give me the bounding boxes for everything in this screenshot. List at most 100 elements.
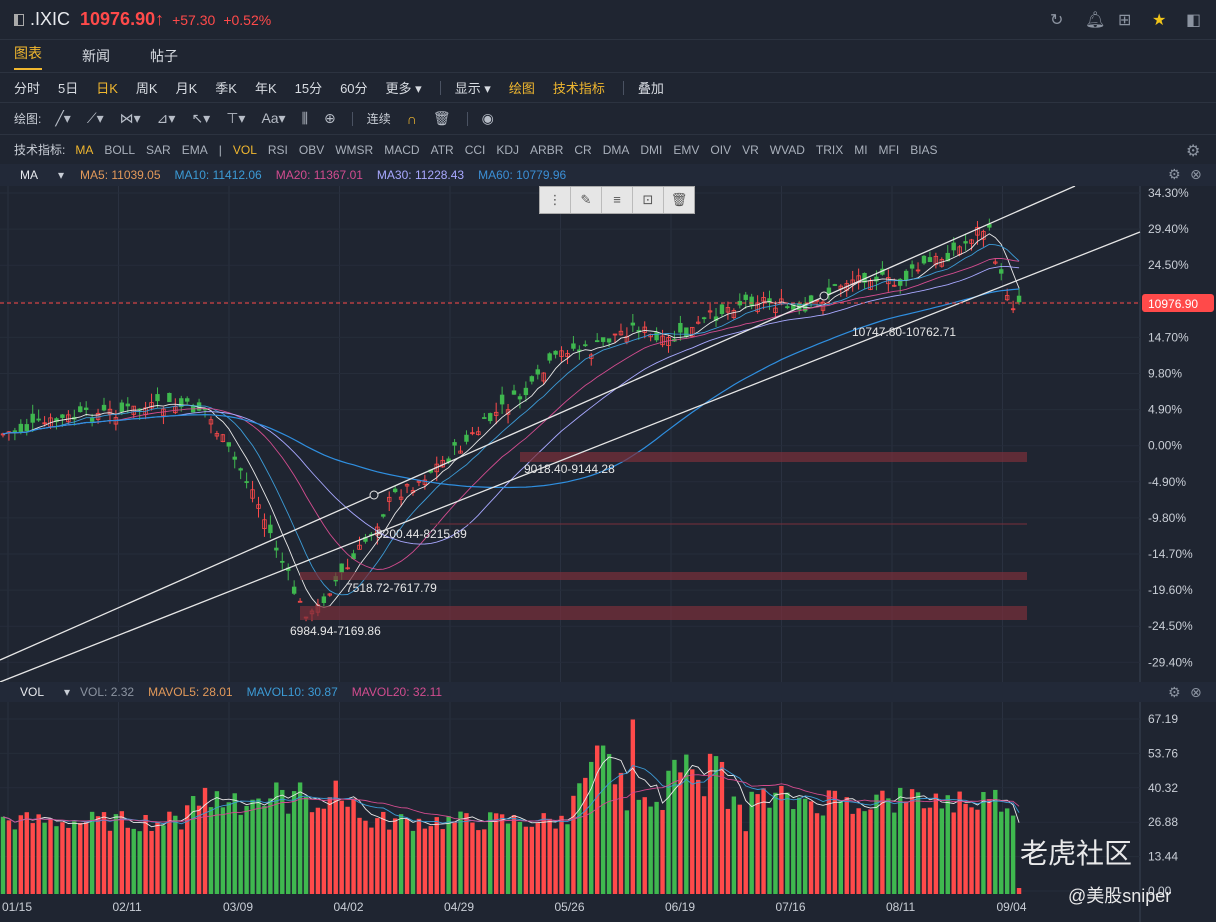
arrow-tool-icon[interactable]: ↖▾	[191, 110, 211, 126]
ma-selector[interactable]: MA	[20, 168, 38, 182]
lock-icon[interactable]: ⊡	[633, 187, 664, 213]
indicator-atr[interactable]: ATR	[430, 142, 454, 157]
tech-indicator-toggle[interactable]: 技术指标	[552, 81, 605, 96]
indicator-vr[interactable]: VR	[742, 142, 759, 157]
volume-bar	[36, 814, 41, 894]
indicator-mi[interactable]: MI	[854, 142, 868, 157]
volume-bar	[464, 813, 469, 894]
volume-chart[interactable]: 67.19 53.76 40.32 26.88 13.44 0.00 01/15 02/11 0…	[0, 702, 1216, 922]
indicator-cci[interactable]: CCI	[464, 142, 486, 157]
period-bar: 分时 5日 日K 周K 月K 季K 年K 15分 60分 更多 ▾ 显示 ▾ 绘…	[0, 72, 1216, 102]
magnet-icon[interactable]: ∩	[406, 110, 417, 127]
price-chart[interactable]: 34.30%29.40%24.50%19.60%14.70%9.80%4.90%…	[0, 186, 1216, 682]
tab-news[interactable]: 新闻	[82, 48, 110, 64]
overlay-button[interactable]: 叠加	[637, 81, 664, 96]
indicator-wmsr[interactable]: WMSR	[335, 142, 374, 157]
sidebar-toggle-icon[interactable]	[14, 13, 24, 26]
indicator-boll[interactable]: BOLL	[104, 142, 136, 157]
line-width-icon[interactable]: ≡	[602, 187, 633, 213]
channel-upper-line[interactable]	[0, 186, 1076, 661]
period-daily[interactable]: 日K	[96, 81, 118, 96]
channel-handle[interactable]	[819, 291, 829, 301]
indicator-ema[interactable]: EMA	[181, 142, 208, 157]
display-menu[interactable]: 显示 ▾	[454, 81, 491, 96]
indicator-oiv[interactable]: OIV	[710, 142, 732, 157]
zoom-icon[interactable]: ⊕	[324, 110, 336, 126]
indicator-obv[interactable]: OBV	[298, 142, 325, 157]
draw-toggle[interactable]: 绘图	[508, 81, 535, 96]
gear-icon[interactable]: ⚙	[1168, 684, 1181, 700]
candle	[357, 544, 362, 550]
price-zone-annotation: 8200.44-8215.69	[376, 527, 467, 541]
delete-icon[interactable]: 🗑︎	[670, 192, 688, 207]
period-intraday[interactable]: 分时	[14, 81, 41, 96]
indicator-ma[interactable]: MA	[75, 142, 94, 157]
volume-bar	[161, 825, 166, 894]
text-tool-icon[interactable]: Aa▾	[261, 110, 286, 126]
tab-chart[interactable]: 图表	[14, 43, 42, 70]
trash-icon[interactable]: 🗑︎	[432, 110, 451, 126]
x-axis-label: 06/19	[665, 900, 695, 914]
channel-tool-icon[interactable]: ⊿▾	[156, 110, 176, 126]
volume-bar	[363, 820, 368, 894]
drag-handle-icon[interactable]: ⋮	[540, 187, 571, 213]
x-axis-label: 01/15	[2, 900, 32, 914]
volume-bar	[440, 829, 445, 894]
refresh-icon[interactable]: ↻	[1050, 12, 1064, 29]
period-60min[interactable]: 60分	[340, 81, 368, 96]
vol-selector[interactable]: VOL	[20, 685, 45, 699]
bell-icon[interactable]: 🔔︎	[1085, 12, 1106, 29]
indicator-dmi[interactable]: DMI	[640, 142, 663, 157]
period-monthly[interactable]: 月K	[175, 81, 198, 96]
channel-lower-line[interactable]	[0, 231, 1141, 682]
continuous-toggle[interactable]: 连续	[366, 112, 391, 126]
star-icon[interactable]: ★	[1152, 12, 1167, 29]
indicator-dma[interactable]: DMA	[602, 142, 630, 157]
grid-icon[interactable]: ⊞	[1118, 12, 1132, 29]
measure-tool-icon[interactable]: ⫼	[301, 110, 309, 126]
period-15min[interactable]: 15分	[294, 81, 323, 96]
candle	[945, 252, 950, 262]
candle	[268, 524, 273, 534]
indicator-mfi[interactable]: MFI	[878, 142, 900, 157]
period-yearly[interactable]: 年K	[254, 81, 277, 96]
candle	[898, 278, 903, 286]
settings-icon[interactable]: ⚙	[1186, 143, 1201, 160]
indicator-bias[interactable]: BIAS	[910, 142, 938, 157]
volume-bar	[785, 792, 790, 894]
candle	[339, 563, 344, 573]
polyline-tool-icon[interactable]: ⋈▾	[119, 110, 141, 126]
indicator-sar[interactable]: SAR	[146, 142, 171, 157]
candle	[600, 337, 606, 342]
indicator-vol[interactable]: VOL	[232, 142, 257, 157]
indicator-trix[interactable]: TRIX	[815, 142, 844, 157]
period-quarterly[interactable]: 季K	[215, 81, 237, 96]
hline-tool-icon[interactable]: ⊤▾	[226, 110, 246, 126]
period-5d[interactable]: 5日	[58, 81, 79, 96]
volume-bar	[707, 753, 713, 894]
period-more[interactable]: 更多 ▾	[385, 81, 422, 96]
indicator-cr[interactable]: CR	[574, 142, 592, 157]
indicator-macd[interactable]: MACD	[384, 142, 420, 157]
panel-icon[interactable]: ◧	[1186, 12, 1202, 29]
period-weekly[interactable]: 周K	[135, 81, 158, 96]
indicator-arbr[interactable]: ARBR	[530, 142, 564, 157]
indicator-rsi[interactable]: RSI	[267, 142, 288, 157]
gear-icon[interactable]: ⚙	[1168, 166, 1181, 182]
channel-handle[interactable]	[369, 490, 379, 500]
chevron-down-icon[interactable]: ▾	[64, 685, 71, 699]
eye-icon[interactable]: ◉	[481, 110, 494, 126]
pen-icon[interactable]: ✎	[571, 187, 602, 213]
tab-posts[interactable]: 帖子	[150, 48, 178, 64]
volume-bar	[963, 803, 968, 894]
candle	[951, 242, 956, 251]
ray-tool-icon[interactable]: ⟋▾	[86, 110, 104, 126]
indicator-wvad[interactable]: WVAD	[769, 142, 805, 157]
volume-bar	[571, 795, 576, 894]
line-tool-icon[interactable]: ╱▾	[55, 110, 71, 126]
indicator-emv[interactable]: EMV	[673, 142, 700, 157]
close-icon[interactable]: ⊗	[1190, 166, 1202, 182]
indicator-kdj[interactable]: KDJ	[496, 142, 520, 157]
close-icon[interactable]: ⊗	[1190, 684, 1202, 700]
chevron-down-icon[interactable]: ▾	[58, 168, 65, 182]
